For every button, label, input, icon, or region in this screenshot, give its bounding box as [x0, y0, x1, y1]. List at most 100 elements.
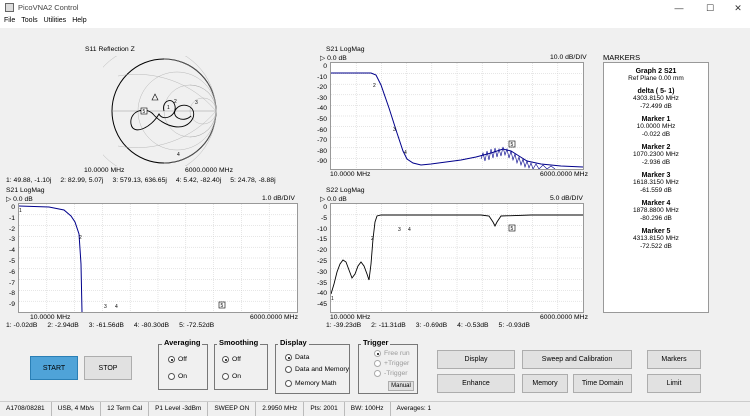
trigger-positive-option[interactable]: +Trigger: [374, 360, 409, 367]
svg-text:3: 3: [195, 100, 198, 106]
smith-marker-1: 1: 49.88, -1.10j: [6, 177, 52, 184]
svg-text:5: 5: [511, 226, 514, 232]
time-domain-button[interactable]: Time Domain: [573, 374, 632, 393]
markers-graph-header: Graph 2 S21 Ref Plane 0.00 mm: [604, 68, 708, 83]
marker-2-value: -2.936 dB: [641, 159, 671, 166]
svg-text:1: 1: [167, 105, 170, 111]
s21-bottom-plot[interactable]: 1 2 3 4 5: [18, 203, 298, 313]
smith-chart[interactable]: 5 2 1 4 3: [103, 56, 225, 166]
marker-5[interactable]: Marker 5 4313.8150 MHz -72.522 dB: [604, 228, 708, 251]
smoothing-title: Smoothing: [217, 338, 261, 347]
marker-1-value: -0.022 dB: [641, 131, 671, 138]
svg-text:3: 3: [104, 304, 107, 310]
marker-4[interactable]: Marker 4 1878.8800 MHz -80.296 dB: [604, 200, 708, 223]
marker-3-freq: 1618.3150 MHz: [633, 179, 679, 186]
marker-2-label: Marker 2: [641, 144, 671, 151]
s22-plot[interactable]: 1 2 3 4 5: [330, 203, 584, 313]
display-data-memory-option[interactable]: Data and Memory: [285, 366, 349, 373]
marker-3[interactable]: Marker 3 1618.3150 MHz -61.559 dB: [604, 172, 708, 195]
marker-5-freq: 4313.8150 MHz: [633, 235, 679, 242]
trigger-freerun-label: Free run: [384, 350, 410, 357]
averaging-on-radio[interactable]: [168, 373, 175, 380]
svg-text:3: 3: [398, 227, 401, 233]
menu-help[interactable]: Help: [72, 17, 87, 24]
svg-text:4: 4: [115, 304, 118, 310]
averaging-off-option[interactable]: Off: [168, 356, 187, 363]
s21-top-plot[interactable]: 2 3 4 5: [330, 62, 584, 170]
display-memory-math-option[interactable]: Memory Math: [285, 380, 337, 387]
s22-marker-4: 4: -0.53dB: [457, 322, 489, 329]
svg-text:5: 5: [143, 109, 146, 115]
svg-text:2: 2: [79, 235, 82, 241]
display-memory-math-radio[interactable]: [285, 380, 292, 387]
s21-bottom-tick-8: -8: [8, 290, 15, 298]
s21-bottom-marker-1: 1: -0.02dB: [6, 322, 38, 329]
marker-delta[interactable]: delta ( 5- 1) 4303.8150 MHz -72.499 dB: [604, 88, 708, 111]
s22-tick-9: -45: [317, 301, 327, 309]
marker-1[interactable]: Marker 1 10.0000 MHz -0.022 dB: [604, 116, 708, 139]
trigger-negative-option[interactable]: -Trigger: [374, 370, 408, 377]
enhance-button[interactable]: Enhance: [437, 374, 515, 393]
smoothing-off-option[interactable]: Off: [222, 356, 241, 363]
s22-tick-5: -25: [317, 257, 327, 265]
menu-file[interactable]: File: [4, 17, 16, 24]
trigger-freerun-option[interactable]: Free run: [374, 350, 410, 357]
marker-2[interactable]: Marker 2 1070.2300 MHz -2.936 dB: [604, 144, 708, 167]
markers-graph: Graph 2 S21: [635, 68, 677, 75]
display-data-option[interactable]: Data: [285, 354, 309, 361]
status-points: Pts: 2001: [304, 402, 345, 416]
start-button[interactable]: START: [30, 356, 78, 380]
smoothing-off-label: Off: [232, 356, 241, 363]
averaging-off-radio[interactable]: [168, 356, 175, 363]
maximize-button[interactable]: ☐: [705, 3, 715, 13]
s22-scale: 5.0 dB/DIV: [550, 195, 583, 202]
s21-top-tick-2: -20: [317, 84, 327, 92]
display-button[interactable]: Display: [437, 350, 515, 369]
smoothing-group: [214, 344, 268, 390]
s21-bottom-start: 10.0000 MHz: [30, 314, 71, 321]
s22-tick-2: -10: [317, 225, 327, 233]
svg-text:2: 2: [373, 83, 376, 89]
smoothing-on-label: On: [232, 373, 242, 380]
smoothing-off-radio[interactable]: [222, 356, 229, 363]
sweep-calibration-button[interactable]: Sweep and Calibration: [522, 350, 632, 369]
svg-text:1: 1: [331, 296, 334, 302]
s22-tick-0: 0: [323, 204, 327, 211]
s22-tick-6: -30: [317, 268, 327, 276]
markers-button[interactable]: Markers: [647, 350, 701, 369]
status-sweep: SWEEP ON: [208, 402, 257, 416]
marker-5-label: Marker 5: [641, 228, 671, 235]
svg-text:4: 4: [177, 152, 180, 158]
smoothing-on-radio[interactable]: [222, 373, 229, 380]
status-usb: USB, 4 Mb/s: [52, 402, 102, 416]
smoothing-on-option[interactable]: On: [222, 373, 241, 380]
s21-top-start: 10.0000 MHz: [330, 171, 371, 178]
s21-top-ref: ▷ 0.0 dB: [320, 55, 347, 62]
stop-button[interactable]: STOP: [84, 356, 132, 380]
averaging-on-option[interactable]: On: [168, 373, 187, 380]
memory-button[interactable]: Memory: [522, 374, 568, 393]
display-title: Display: [278, 338, 309, 347]
limit-button[interactable]: Limit: [647, 374, 701, 393]
s21-top-ticks: 0 -10 -20 -30 -40 -50 -60 -70 -80 -90: [313, 63, 327, 165]
trigger-negative-radio[interactable]: [374, 370, 381, 377]
markers-refplane: Ref Plane 0.00 mm: [628, 75, 684, 82]
manual-trigger-button[interactable]: Manual: [388, 381, 414, 391]
display-data-radio[interactable]: [285, 354, 292, 361]
s22-tick-1: -5: [320, 214, 327, 222]
s22-title: S22 LogMag: [326, 187, 365, 194]
s21-top-tick-5: -50: [317, 115, 327, 123]
display-memory-math-label: Memory Math: [295, 380, 337, 387]
minimize-button[interactable]: —: [674, 3, 684, 13]
menu-utilities[interactable]: Utilities: [43, 17, 67, 24]
trigger-positive-radio[interactable]: [374, 360, 381, 367]
svg-text:5: 5: [221, 303, 224, 309]
s21-bottom-tick-4: -4: [8, 247, 15, 255]
s22-tick-8: -40: [317, 290, 327, 298]
marker-1-freq: 10.0000 MHz: [636, 123, 676, 130]
s22-stop: 6000.0000 MHz: [540, 314, 588, 321]
close-button[interactable]: ✕: [734, 3, 742, 13]
menu-tools[interactable]: Tools: [21, 17, 38, 24]
display-data-memory-radio[interactable]: [285, 366, 292, 373]
trigger-freerun-radio[interactable]: [374, 350, 381, 357]
